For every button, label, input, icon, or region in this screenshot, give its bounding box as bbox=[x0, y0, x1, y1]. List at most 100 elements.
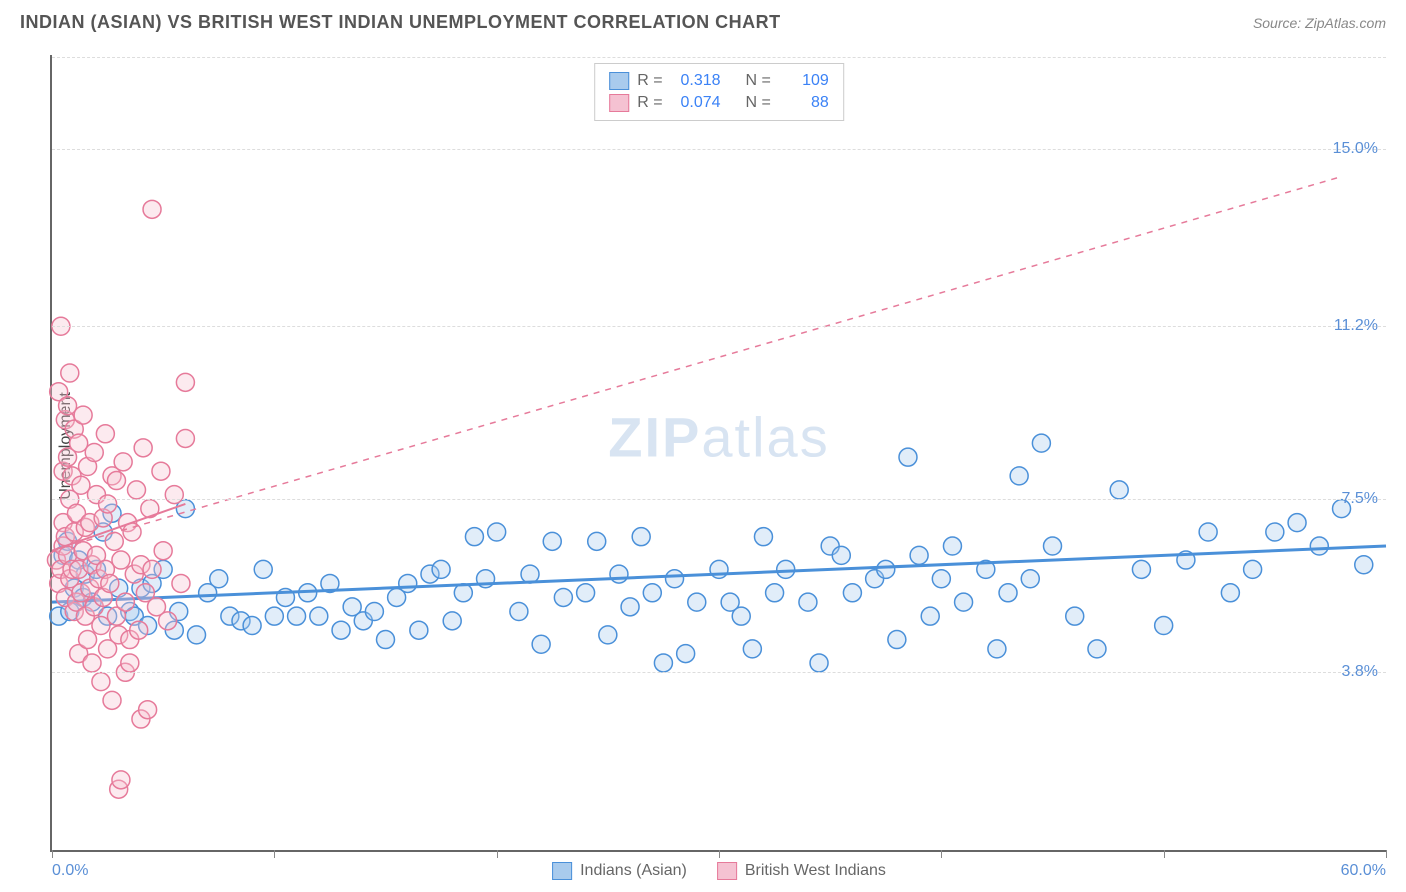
data-point bbox=[1021, 570, 1039, 588]
stats-row-series-2: R = 0.074 N = 88 bbox=[609, 92, 829, 114]
x-tick-mark bbox=[941, 850, 942, 858]
data-point bbox=[543, 532, 561, 550]
source-attribution: Source: ZipAtlas.com bbox=[1253, 15, 1386, 31]
data-point bbox=[554, 588, 572, 606]
data-point bbox=[777, 560, 795, 578]
data-point bbox=[999, 584, 1017, 602]
data-point bbox=[116, 593, 134, 611]
data-point bbox=[921, 607, 939, 625]
data-point bbox=[877, 560, 895, 578]
data-point bbox=[810, 654, 828, 672]
data-point bbox=[510, 603, 528, 621]
data-point bbox=[955, 593, 973, 611]
data-point bbox=[112, 551, 130, 569]
data-point bbox=[988, 640, 1006, 658]
data-point bbox=[83, 654, 101, 672]
data-point bbox=[99, 495, 117, 513]
data-point bbox=[139, 701, 157, 719]
data-point bbox=[832, 546, 850, 564]
gridline-h bbox=[52, 149, 1386, 150]
gridline-h bbox=[52, 672, 1386, 673]
data-point bbox=[134, 439, 152, 457]
scatter-plot-svg bbox=[52, 55, 1386, 850]
data-point bbox=[1244, 560, 1262, 578]
data-point bbox=[288, 607, 306, 625]
data-point bbox=[61, 364, 79, 382]
data-point bbox=[465, 528, 483, 546]
data-point bbox=[74, 406, 92, 424]
swatch-series-1 bbox=[609, 72, 629, 90]
gridline-h bbox=[52, 499, 1386, 500]
x-tick-mark bbox=[274, 850, 275, 858]
data-point bbox=[1132, 560, 1150, 578]
data-point bbox=[743, 640, 761, 658]
y-tick-label: 7.5% bbox=[1342, 490, 1378, 508]
data-point bbox=[114, 453, 132, 471]
data-point bbox=[92, 673, 110, 691]
data-point bbox=[365, 603, 383, 621]
data-point bbox=[188, 626, 206, 644]
n-value-1: 109 bbox=[779, 72, 829, 90]
r-value-1: 0.318 bbox=[671, 72, 721, 90]
data-point bbox=[599, 626, 617, 644]
data-point bbox=[79, 631, 97, 649]
data-point bbox=[92, 617, 110, 635]
data-point bbox=[488, 523, 506, 541]
data-point bbox=[310, 607, 328, 625]
trend-extrapolation bbox=[52, 177, 1342, 551]
trend-line bbox=[52, 546, 1386, 602]
swatch-series-2 bbox=[609, 94, 629, 112]
data-point bbox=[910, 546, 928, 564]
y-tick-label: 11.2% bbox=[1334, 317, 1378, 335]
data-point bbox=[172, 574, 190, 592]
data-point bbox=[176, 373, 194, 391]
data-point bbox=[59, 397, 77, 415]
legend-item-1: Indians (Asian) bbox=[552, 862, 687, 880]
data-point bbox=[1221, 584, 1239, 602]
data-point bbox=[1088, 640, 1106, 658]
y-tick-label: 15.0% bbox=[1333, 140, 1378, 158]
gridline-h bbox=[52, 326, 1386, 327]
data-point bbox=[254, 560, 272, 578]
data-point bbox=[1044, 537, 1062, 555]
x-tick-mark bbox=[52, 850, 53, 858]
data-point bbox=[643, 584, 661, 602]
x-axis-max-label: 60.0% bbox=[1341, 862, 1386, 880]
data-point bbox=[107, 472, 125, 490]
data-point bbox=[843, 584, 861, 602]
data-point bbox=[410, 621, 428, 639]
data-point bbox=[577, 584, 595, 602]
data-point bbox=[1066, 607, 1084, 625]
data-point bbox=[666, 570, 684, 588]
data-point bbox=[210, 570, 228, 588]
data-point bbox=[688, 593, 706, 611]
data-point bbox=[799, 593, 817, 611]
legend-item-2: British West Indians bbox=[717, 862, 886, 880]
data-point bbox=[588, 532, 606, 550]
data-point bbox=[121, 654, 139, 672]
data-point bbox=[70, 434, 88, 452]
stats-row-series-1: R = 0.318 N = 109 bbox=[609, 70, 829, 92]
data-point bbox=[377, 631, 395, 649]
data-point bbox=[899, 448, 917, 466]
data-point bbox=[105, 532, 123, 550]
legend-swatch-1 bbox=[552, 862, 572, 880]
data-point bbox=[1288, 514, 1306, 532]
y-tick-label: 3.8% bbox=[1342, 663, 1378, 681]
legend-label-1: Indians (Asian) bbox=[580, 862, 687, 880]
data-point bbox=[654, 654, 672, 672]
data-point bbox=[943, 537, 961, 555]
data-point bbox=[1310, 537, 1328, 555]
data-point bbox=[610, 565, 628, 583]
data-point bbox=[127, 481, 145, 499]
data-point bbox=[621, 598, 639, 616]
data-point bbox=[732, 607, 750, 625]
x-tick-mark bbox=[1164, 850, 1165, 858]
data-point bbox=[399, 574, 417, 592]
data-point bbox=[1110, 481, 1128, 499]
data-point bbox=[443, 612, 461, 630]
data-point bbox=[152, 462, 170, 480]
legend: Indians (Asian) British West Indians bbox=[552, 862, 886, 880]
data-point bbox=[332, 621, 350, 639]
data-point bbox=[112, 771, 130, 789]
